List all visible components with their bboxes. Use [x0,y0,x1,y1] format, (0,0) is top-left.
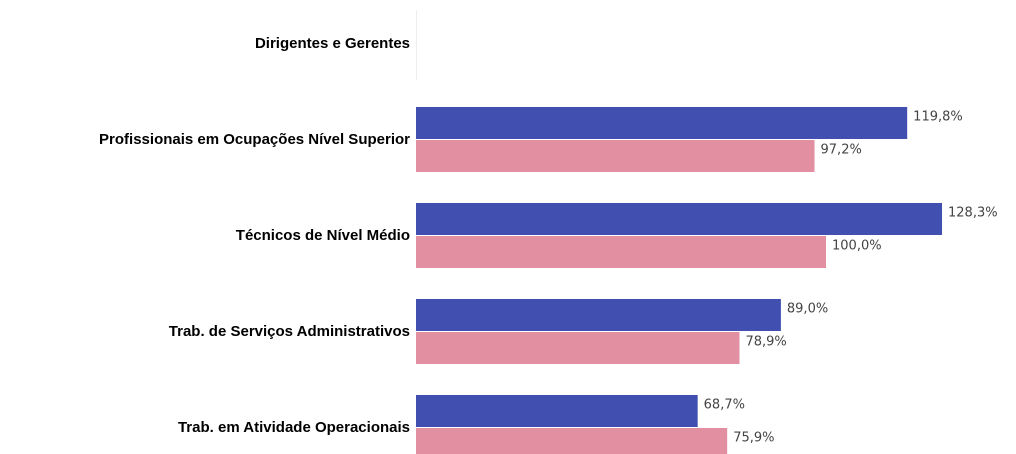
value-label: 128,3% [948,206,998,221]
category-label: Profissionais em Ocupações Nível Superio… [99,131,410,148]
category-label: Dirigentes e Gerentes [255,35,410,52]
bar [416,428,728,454]
value-label: 119,8% [913,110,963,125]
value-label: 68,7% [704,398,745,413]
value-label: 100,0% [832,239,882,254]
value-label: 97,2% [821,143,862,158]
value-label: 75,9% [733,431,774,446]
bar [416,332,740,364]
category-label: Trab. em Atividade Operacionais [178,419,410,436]
bar [416,203,943,235]
bar [416,299,781,331]
bar [416,236,826,268]
bar [416,395,698,427]
bar [416,107,908,139]
category-label: Trab. de Serviços Administrativos [169,323,410,340]
value-label: 78,9% [745,335,786,350]
category-label: Técnicos de Nível Médio [236,227,410,244]
value-label: 89,0% [787,302,828,317]
bar [416,140,815,172]
